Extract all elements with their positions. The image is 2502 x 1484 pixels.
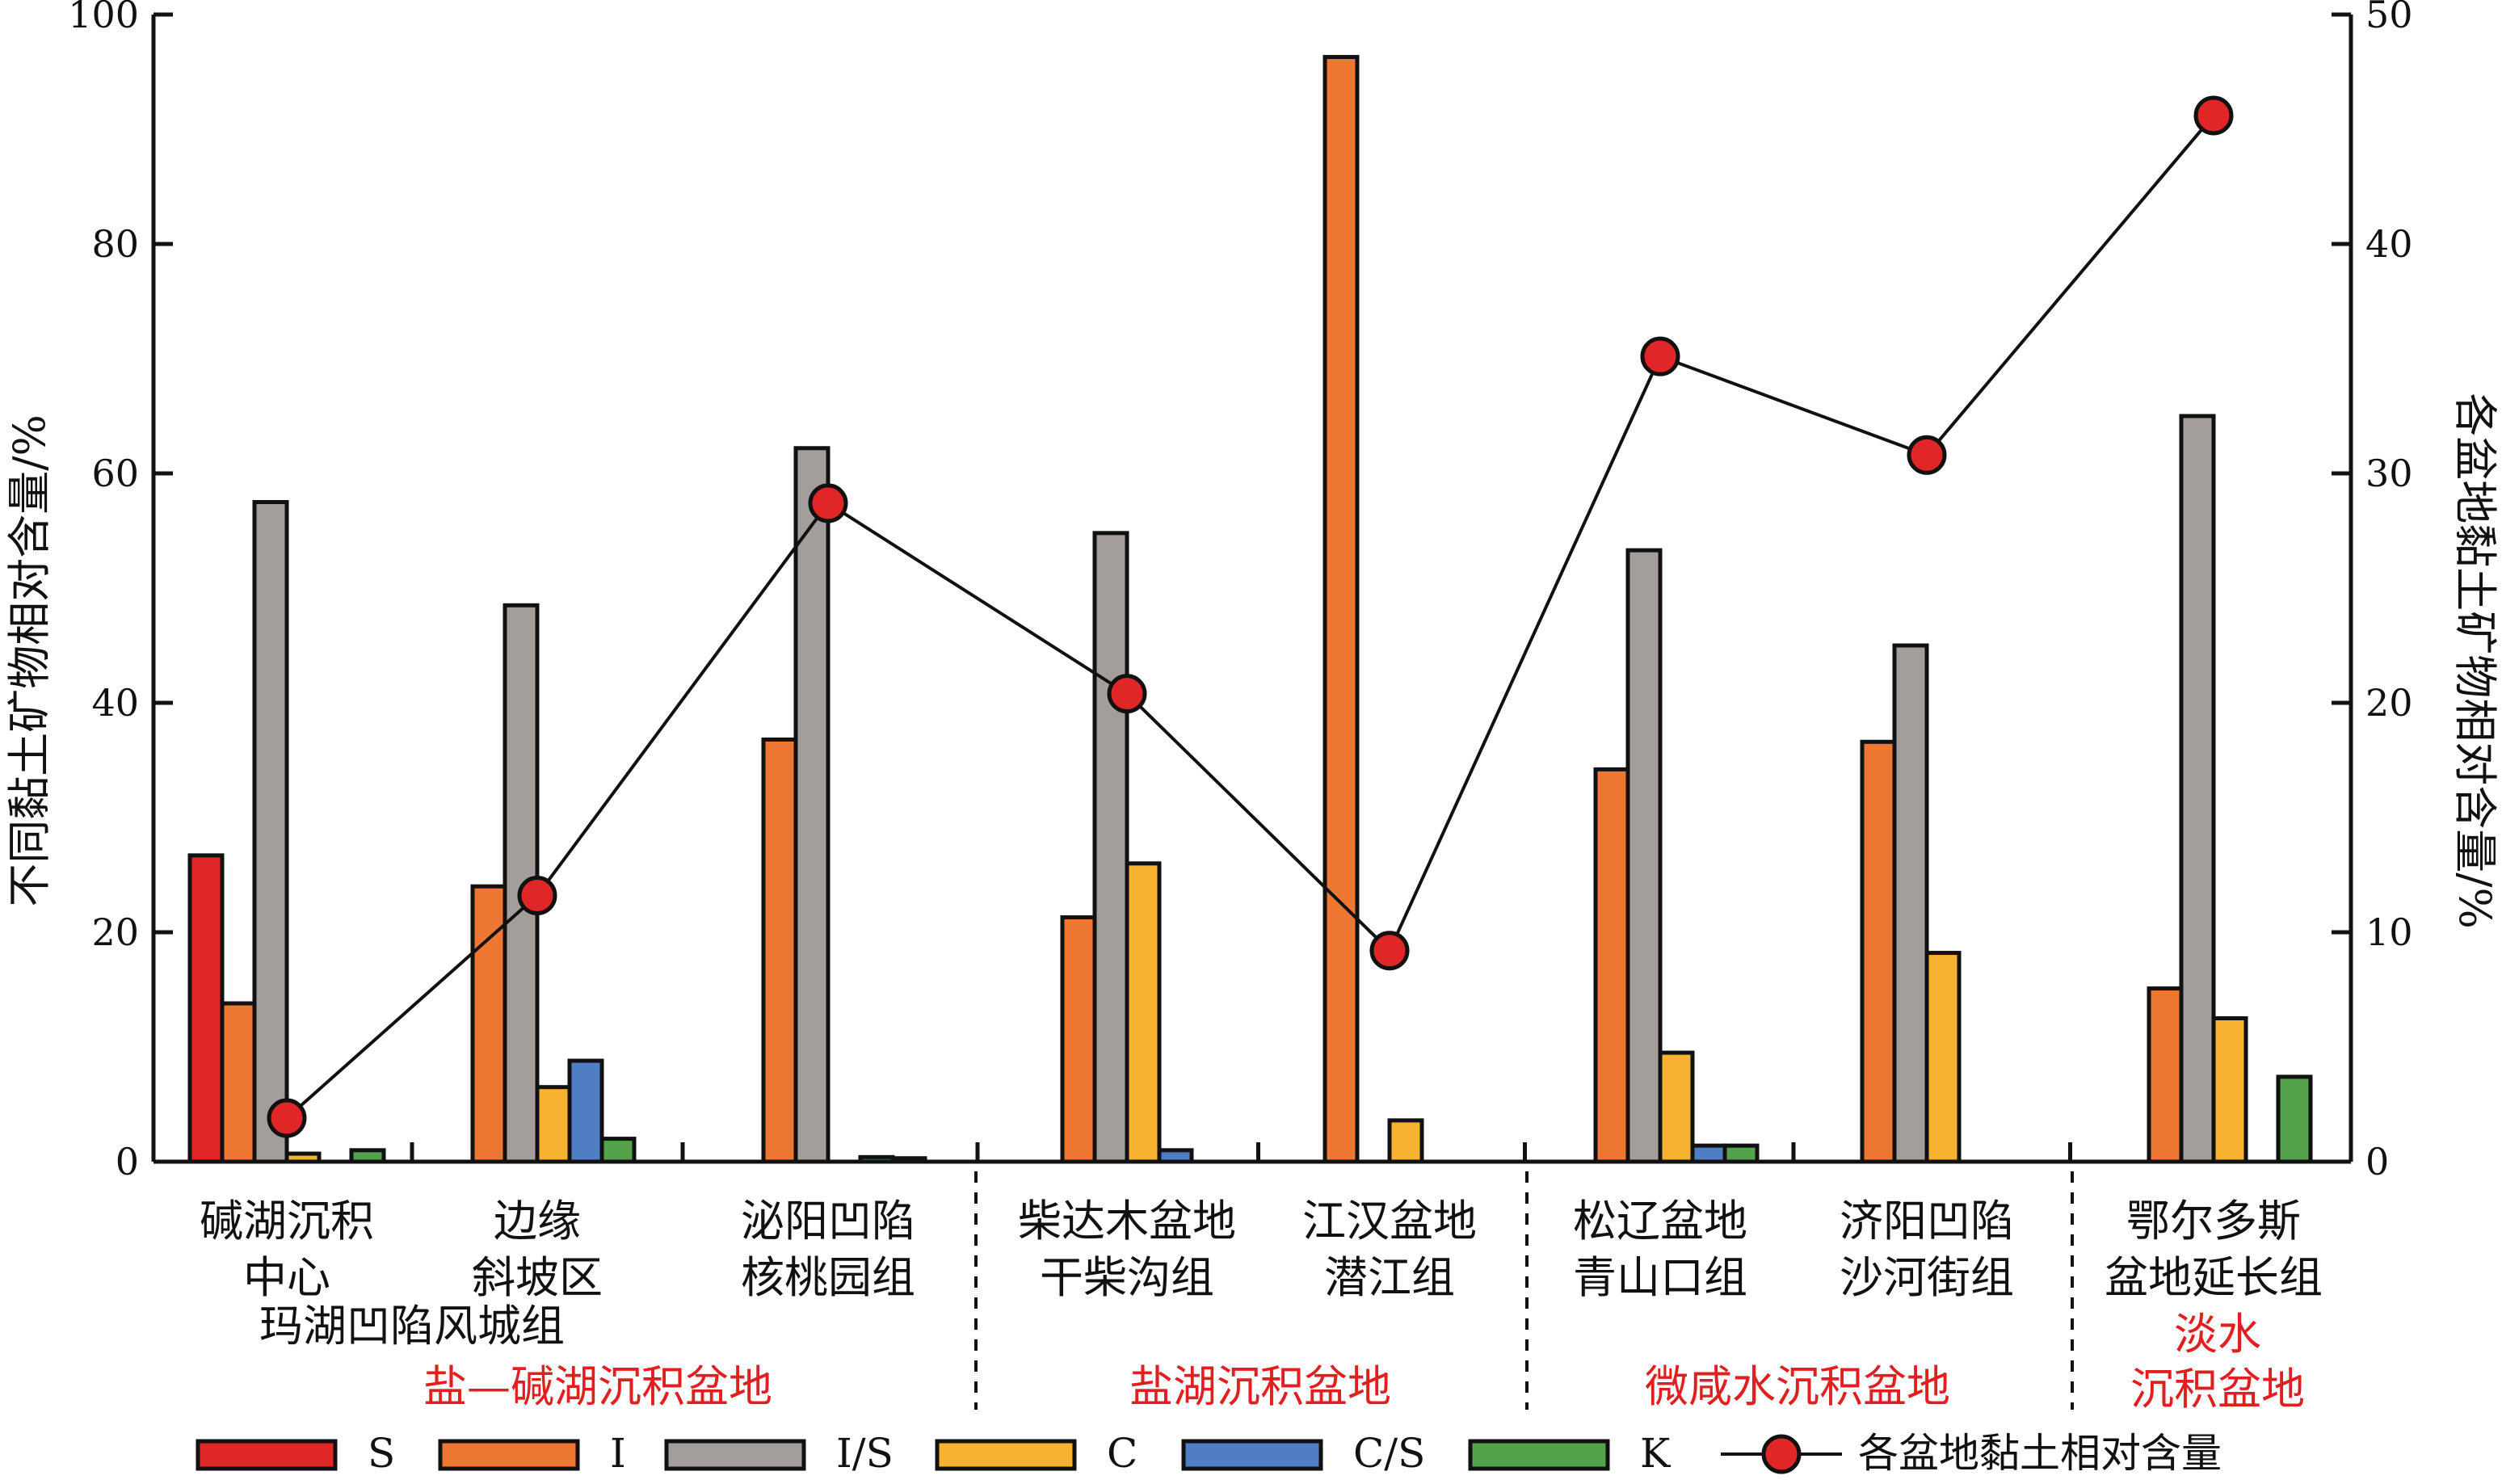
bar-IS-7 [2179,414,2216,1164]
axes: 0 20 40 60 80 100 0 10 20 30 40 50 不同黏土矿物相对含量/% 各盆地黏土… [4,0,2500,1183]
category-label-3-1: 干柴沟组 [1040,1252,1214,1303]
y-tick-label-left: 40 [91,681,139,725]
bar-I-7 [2147,986,2184,1164]
bar-K-2 [890,1156,927,1164]
y-tick-label-left: 60 [91,452,139,495]
bar-CS-5 [1690,1143,1727,1164]
bar-CS-1 [567,1058,604,1164]
y-tick-label-right: 20 [2365,681,2413,725]
category-label-2-0: 泌阳凹陷 [741,1196,915,1246]
bar-K-0 [349,1148,386,1164]
bar-CS-3 [1157,1148,1194,1164]
category-label-1-0: 边缘 [494,1196,581,1246]
legend-label-I: I [610,1430,626,1477]
bar-C-6 [1924,951,1962,1164]
line-layer [267,95,2234,1138]
bar-IS-6 [1892,643,1929,1164]
clay-content-point-0 [267,1098,307,1138]
bar-I-4 [1322,55,1360,1164]
clay-content-point-5 [1640,336,1680,376]
legend-swatch-S [196,1439,338,1471]
clay-content-point-1 [517,876,557,916]
category-label-4-1: 潜江组 [1324,1252,1455,1303]
category-label-2-1: 核桃园组 [741,1252,915,1303]
category-label-0-0: 碱湖沉积 [200,1196,374,1246]
bar-I-3 [1060,915,1097,1164]
clay-content-point-7 [2193,95,2234,136]
bar-IS-2 [793,446,830,1164]
bar-I-2 [761,737,798,1164]
clay-content-point-4 [1369,931,1410,971]
category-label-6-1: 沙河街组 [1840,1252,2014,1303]
legend-swatch-K [1468,1439,1610,1471]
legend-label-C: C [1107,1430,1137,1477]
bar-K-5 [1722,1143,1760,1164]
group-label-0-0: 盐—碱湖沉积盆地 [423,1361,772,1412]
bar-C-5 [1658,1050,1695,1164]
y-tick-label-right: 10 [2365,910,2413,954]
y-tick-label-left: 100 [68,0,139,36]
legend: S I I/S C C/S K 各盆地黏土相对含量 [196,1430,2222,1477]
bar-C-7 [2211,1016,2248,1164]
y-axis-title-right: 各盆地黏土矿物相对含量/% [2449,393,2500,929]
category-label-7-0: 鄂尔多斯 [2126,1196,2301,1246]
legend-label-CS: C/S [1353,1430,1425,1477]
bar-I-1 [470,884,507,1164]
y-tick-label-left: 20 [91,910,139,954]
category-label-4-0: 江汉盆地 [1302,1196,1477,1246]
bar-layer [187,55,2313,1164]
category-label-1-1: 斜坡区 [472,1252,603,1303]
y-tick-label-right: 30 [2365,452,2413,495]
category-label-3-0: 柴达木盆地 [1018,1196,1236,1246]
legend-swatch-IS [664,1439,806,1471]
legend-label-K: K [1640,1430,1672,1477]
legend-swatch-C [935,1439,1077,1471]
category-label-5-0: 松辽盆地 [1573,1196,1747,1246]
legend-line-marker [1761,1434,1802,1474]
y-tick-label-left: 0 [116,1140,139,1183]
group-label-2-0: 微咸水沉积盆地 [1645,1361,1950,1412]
y-tick-label-right: 50 [2365,0,2413,36]
legend-label-line: 各盆地黏土相对含量 [1858,1430,2222,1477]
y-axis-title-left: 不同黏土矿物相对含量/% [4,414,55,907]
legend-swatch-CS [1181,1439,1323,1471]
bar-I-5 [1593,767,1630,1164]
bar-C-0 [284,1151,322,1164]
legend-label-S: S [368,1430,395,1477]
bar-IS-5 [1625,548,1663,1164]
y-tick-label-left: 80 [91,222,139,266]
legend-swatch-I [438,1439,580,1471]
category-sublabel: 玛湖凹陷风城组 [259,1301,565,1352]
legend-label-IS: I/S [836,1430,894,1477]
bar-C-4 [1387,1118,1424,1164]
bar-IS-0 [252,500,289,1164]
group-label-1-0: 盐湖沉积盆地 [1129,1361,1391,1412]
group-label-3-0: 淡水 [2174,1309,2261,1360]
y-tick-label-right: 0 [2365,1140,2389,1183]
group-label-3-1: 沉积盆地 [2130,1364,2305,1415]
category-label-7-1: 盆地延长组 [2105,1252,2323,1303]
y-tick-label-right: 40 [2365,222,2413,266]
clay-content-point-2 [808,483,848,523]
clay-content-point-6 [1907,435,1947,475]
bar-C-1 [535,1085,572,1164]
category-label-6-0: 济阳凹陷 [1840,1196,2014,1246]
bar-S-0 [187,853,225,1164]
bar-I-0 [220,1001,257,1164]
bar-CS-2 [858,1154,895,1164]
category-label-0-1: 中心 [243,1252,330,1303]
bar-K-7 [2276,1074,2313,1164]
clay-content-point-3 [1107,674,1147,714]
bar-K-1 [599,1137,637,1164]
bar-C-3 [1125,861,1162,1164]
clay-content-line [285,114,2215,1120]
category-label-5-1: 青山口组 [1573,1252,1747,1303]
bar-I-6 [1860,739,1897,1164]
bar-IS-3 [1092,531,1129,1164]
